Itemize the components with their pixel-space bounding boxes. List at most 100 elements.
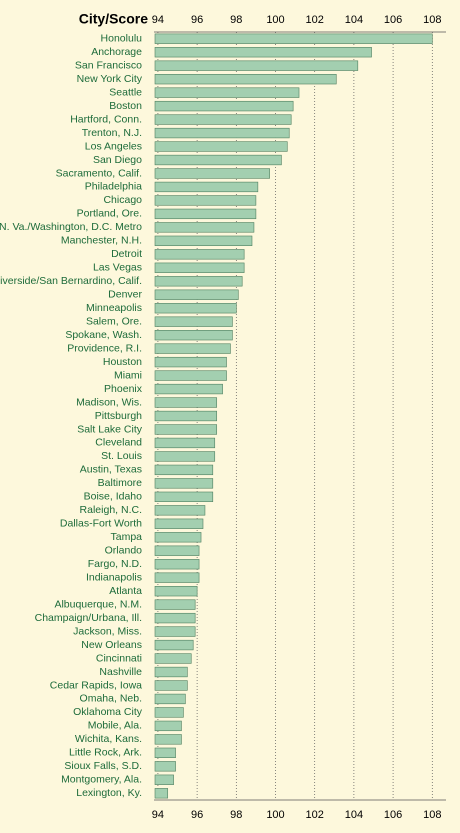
x-tick-label: 106 [384, 809, 402, 821]
bar [154, 612, 196, 624]
x-tick-label: 98 [230, 14, 242, 26]
category-label: Miami [114, 369, 142, 381]
bar [154, 451, 216, 462]
bar [154, 289, 239, 300]
category-label: Wichita, Kans. [75, 733, 142, 745]
category-label: Omaha, Neb. [80, 693, 142, 705]
category-label: New York City [77, 73, 143, 85]
x-tick-label: 106 [384, 14, 402, 26]
bar [154, 586, 198, 597]
category-label: Las Vegas [93, 262, 142, 274]
bar [154, 195, 257, 206]
x-tick-label: 94 [152, 809, 164, 821]
bar [154, 141, 288, 152]
category-label: San Diego [93, 154, 142, 166]
category-label: Phoenix [104, 383, 143, 395]
bar [154, 303, 237, 314]
bar [154, 626, 196, 637]
category-label: Albuquerque, N.M. [54, 598, 142, 610]
category-label: San Francisco [75, 59, 142, 71]
x-tick-label: 96 [191, 14, 203, 26]
category-label: Providence, R.I. [67, 342, 142, 354]
bar [154, 747, 176, 758]
bar [154, 74, 337, 85]
category-label: Los Angeles [85, 140, 142, 152]
category-label: Champaign/Urbana, Ill. [35, 612, 142, 624]
category-label: Mobile, Ala. [88, 720, 142, 732]
category-label: Manchester, N.H. [61, 235, 142, 247]
category-label: Cedar Rapids, Iowa [50, 679, 142, 691]
bar [154, 208, 257, 220]
category-label: Madison, Wis. [76, 396, 142, 408]
category-label: Lexington, Ky. [76, 787, 142, 799]
bar [154, 60, 359, 71]
bar [154, 707, 184, 718]
bar [154, 33, 433, 44]
category-label: New Orleans [81, 639, 142, 651]
category-label: Sacramento, Calif. [56, 167, 142, 179]
category-label: Salem, Ore. [86, 315, 142, 327]
bar [154, 235, 253, 246]
bar [154, 222, 255, 233]
bar [154, 168, 270, 179]
x-tick-label: 104 [345, 809, 363, 821]
category-label: Salt Lake City [77, 423, 143, 435]
category-label: Boston [109, 100, 142, 112]
bar [154, 87, 300, 98]
category-label: Minneapolis [86, 302, 142, 314]
category-label: Houston [103, 356, 142, 368]
x-tick-label: 100 [266, 14, 284, 26]
category-label: Indianapolis [86, 571, 142, 583]
category-label: Jackson, Miss. [73, 625, 142, 637]
bar [154, 653, 192, 664]
x-tick-label: 104 [345, 14, 363, 26]
category-label: Portland, Ore. [77, 208, 142, 220]
bar [154, 639, 194, 651]
bar [154, 397, 218, 408]
bar [154, 788, 169, 799]
category-label: Orlando [105, 545, 143, 557]
bar [154, 181, 259, 193]
category-label: Cincinnati [96, 652, 142, 664]
category-label: Baltimore [98, 477, 143, 489]
bar [154, 693, 186, 705]
bar [154, 734, 182, 745]
bar [154, 276, 243, 287]
category-label: Riverside/San Bernardino, Calif. [0, 275, 142, 287]
bar [154, 343, 231, 354]
x-tick-label: 100 [266, 809, 284, 821]
bar [154, 505, 206, 516]
bar [154, 249, 245, 260]
category-label: Chicago [103, 194, 142, 206]
bar [154, 774, 174, 785]
chart-title: City/Score [79, 11, 148, 27]
x-tick-label: 102 [306, 14, 324, 26]
category-label: Trenton, N.J. [82, 127, 142, 139]
category-label: Nashville [99, 666, 142, 678]
bar [154, 114, 292, 125]
bar [154, 761, 176, 772]
category-label: Little Rock, Ark. [69, 747, 142, 759]
bar [154, 666, 188, 678]
bar [154, 262, 245, 273]
bar [154, 410, 218, 422]
bar [154, 599, 196, 610]
category-label: Austin, Texas [80, 464, 142, 476]
category-label: Oklahoma City [73, 706, 143, 718]
category-label: N. Va./Washington, D.C. Metro [0, 221, 142, 233]
bar [154, 720, 182, 732]
category-label: Pittsburgh [95, 410, 142, 422]
bar [154, 100, 294, 112]
bar [154, 127, 290, 139]
bar [154, 316, 233, 327]
bar [154, 478, 214, 489]
bar [154, 424, 218, 435]
x-tick-label: 102 [306, 809, 324, 821]
x-tick-label: 96 [191, 809, 203, 821]
category-label: Seattle [109, 86, 142, 98]
category-label: Philadelphia [85, 181, 142, 193]
bar [154, 491, 214, 502]
bar [154, 559, 200, 570]
